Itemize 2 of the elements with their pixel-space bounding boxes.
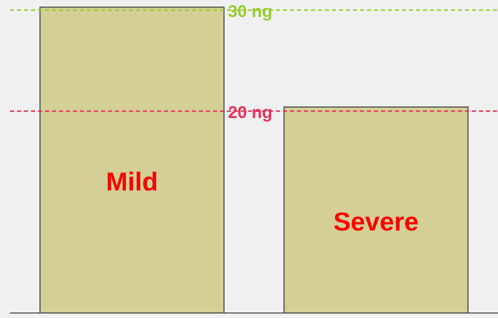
x-tick-label: Severe	[333, 206, 419, 237]
x-tick-label: Mild	[106, 166, 158, 197]
